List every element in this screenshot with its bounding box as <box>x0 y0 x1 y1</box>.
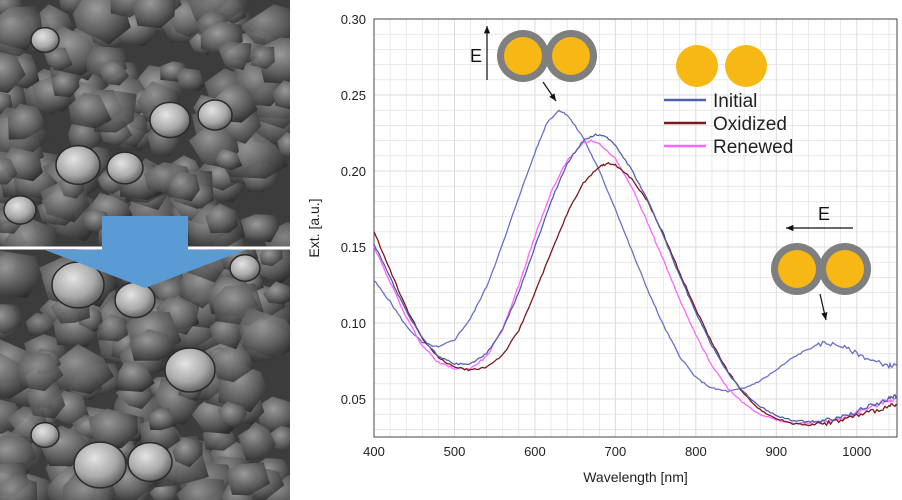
chart-annotations: EE <box>470 26 871 321</box>
down-arrow-icon <box>45 216 245 288</box>
sem-grain <box>215 148 243 170</box>
sem-grain <box>25 312 56 336</box>
x-tick-label: 900 <box>765 444 787 459</box>
sem-grain <box>0 52 26 94</box>
sem-grain <box>217 401 248 429</box>
sem-grain <box>239 422 276 461</box>
sem-grain <box>250 46 275 70</box>
sem-grain <box>0 157 18 185</box>
sem-grain <box>226 462 270 496</box>
sem-grain <box>148 408 177 431</box>
sem-grain <box>263 281 290 305</box>
sem-particle <box>30 421 60 449</box>
sem-grain <box>43 47 73 71</box>
chart-series <box>373 109 898 427</box>
sem-grain <box>209 343 255 383</box>
x-tick-label: 700 <box>605 444 627 459</box>
series-line-reference <box>373 109 898 393</box>
sem-particle <box>106 151 144 185</box>
e-field-label: E <box>818 204 830 224</box>
sem-grain <box>176 477 228 500</box>
y-tick-label: 0.15 <box>341 240 366 255</box>
pointer-arrow-peak <box>542 81 557 102</box>
y-tick-label: 0.30 <box>341 12 366 27</box>
y-tick-label: 0.05 <box>341 392 366 407</box>
legend-label: Renewed <box>713 137 793 158</box>
sem-grain <box>0 474 38 500</box>
sem-particle <box>73 441 127 489</box>
y-axis-ticks: 0.05 0.10 0.15 0.20 0.25 0.30 <box>341 12 366 407</box>
sem-grain <box>172 437 203 468</box>
sem-grain <box>68 92 112 129</box>
sem-grain <box>48 344 114 395</box>
pointer-arrow-shoulder <box>819 293 828 321</box>
shelled-dimer-icon <box>497 30 597 82</box>
sem-particle <box>127 441 173 483</box>
x-tick-label: 1000 <box>842 444 871 459</box>
sem-grain <box>240 214 279 243</box>
sem-grain <box>205 203 238 234</box>
x-axis-ticks: 400 500 600 700 800 900 1000 <box>363 444 871 459</box>
sem-grain <box>277 132 290 157</box>
sem-particle <box>30 26 60 54</box>
sem-image-renewed <box>0 249 290 500</box>
sem-particle <box>55 144 101 186</box>
sem-grain <box>88 408 138 449</box>
sem-micrograph-panel <box>0 0 290 500</box>
sem-particle <box>149 101 191 139</box>
series-line-initial <box>373 133 898 424</box>
sem-image-initial <box>0 0 290 247</box>
x-tick-label: 500 <box>444 444 466 459</box>
sem-particle <box>3 195 37 225</box>
e-field-label: E <box>470 46 482 66</box>
x-axis-title: Wavelength [nm] <box>583 469 688 485</box>
sem-grain <box>7 103 47 140</box>
legend-label: Initial <box>713 91 757 112</box>
sem-grain <box>129 329 175 361</box>
sem-grain <box>132 0 176 29</box>
shelled-dimer-icon <box>771 243 871 295</box>
e-field-arrow-vertical <box>483 26 491 80</box>
chart-grid <box>373 18 897 437</box>
sem-grain <box>98 60 130 86</box>
sem-grain <box>0 353 30 399</box>
legend-label: Oxidized <box>713 114 787 135</box>
sem-grain <box>17 352 64 392</box>
sem-grain <box>256 396 290 433</box>
y-tick-label: 0.10 <box>341 316 366 331</box>
x-tick-label: 400 <box>363 444 385 459</box>
sem-grain <box>259 249 283 267</box>
sem-grain <box>0 250 43 298</box>
sem-grain <box>4 216 57 247</box>
sem-grain <box>217 41 252 71</box>
y-tick-label: 0.25 <box>341 88 366 103</box>
sem-grain <box>238 307 290 358</box>
sem-grain <box>116 360 155 392</box>
sem-grain <box>272 80 290 110</box>
sem-grain <box>98 314 128 342</box>
sem-grain <box>175 68 205 92</box>
sem-particle <box>229 254 261 282</box>
e-field-arrow-horizontal <box>786 224 853 232</box>
x-tick-label: 800 <box>685 444 707 459</box>
plot-frame <box>373 18 898 438</box>
sem-particle <box>164 347 216 393</box>
sem-grain <box>240 4 290 49</box>
x-tick-label: 600 <box>524 444 546 459</box>
sem-grain <box>51 71 80 98</box>
sem-grain <box>25 380 66 419</box>
sem-grain <box>167 171 200 202</box>
series-line-oxidized <box>373 161 898 427</box>
y-tick-label: 0.20 <box>341 164 366 179</box>
sem-grain <box>0 304 22 335</box>
separated-particles-icon <box>676 45 767 87</box>
y-axis-title: Ext. [a.u.] <box>306 198 322 257</box>
sem-particle <box>197 99 233 131</box>
